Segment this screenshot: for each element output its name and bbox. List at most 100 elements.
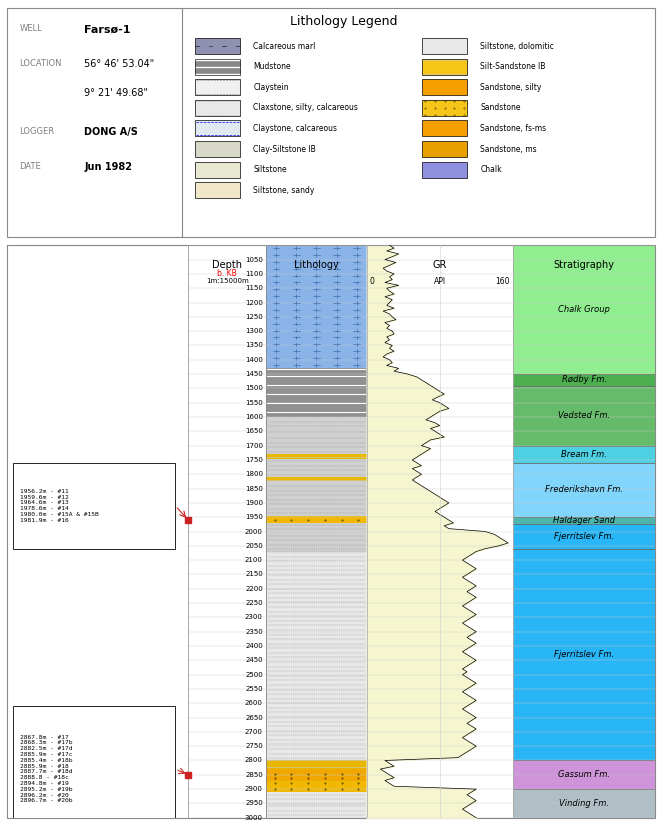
Text: 1600: 1600 (245, 414, 263, 420)
Bar (195, 162, 240, 178)
Bar (266, 761, 367, 769)
Bar (13, 463, 175, 548)
Text: LOGGER: LOGGER (20, 127, 55, 136)
Text: 2300: 2300 (245, 615, 263, 620)
Text: Haldager Sand: Haldager Sand (553, 516, 615, 525)
Text: GR: GR (432, 259, 447, 269)
Bar (266, 769, 367, 781)
Bar (266, 245, 367, 368)
Text: Fjerritslev Fm.: Fjerritslev Fm. (554, 532, 614, 541)
Bar (266, 781, 367, 792)
Text: Vinding Fm.: Vinding Fm. (559, 799, 609, 808)
Text: 1m:15000m: 1m:15000m (206, 278, 248, 284)
Text: 1450: 1450 (245, 371, 263, 377)
Text: 1650: 1650 (245, 429, 263, 434)
Text: 9° 21' 49.68": 9° 21' 49.68" (85, 88, 148, 98)
Bar (422, 59, 467, 74)
Text: 1850: 1850 (245, 486, 263, 491)
Text: 2900: 2900 (245, 786, 263, 792)
Bar (195, 38, 240, 54)
Text: Gassum Fm.: Gassum Fm. (558, 771, 610, 779)
Text: 1900: 1900 (245, 500, 263, 506)
Text: Stratigraphy: Stratigraphy (553, 259, 614, 269)
Text: WELL: WELL (20, 24, 42, 33)
Bar (512, 525, 655, 548)
Bar (422, 141, 467, 157)
Text: 2950: 2950 (245, 800, 263, 806)
Text: Claystone, calcareous: Claystone, calcareous (253, 124, 337, 133)
Text: Chalk: Chalk (480, 165, 502, 174)
Bar (195, 141, 240, 157)
Bar (188, 245, 266, 818)
Bar (266, 245, 367, 818)
Bar (512, 761, 655, 789)
Text: Siltstone, sandy: Siltstone, sandy (253, 186, 314, 195)
Text: 2400: 2400 (245, 643, 263, 649)
Text: 2250: 2250 (245, 600, 263, 606)
Text: LOCATION: LOCATION (20, 59, 62, 68)
Bar (512, 463, 655, 517)
Text: 1050: 1050 (245, 257, 263, 263)
Text: Calcareous marl: Calcareous marl (253, 41, 316, 50)
Bar (266, 482, 367, 515)
Text: Farsø-1: Farsø-1 (85, 24, 131, 35)
Bar (422, 79, 467, 95)
Text: Frederikshavn Fm.: Frederikshavn Fm. (545, 486, 623, 495)
Text: 1956.2m - #11
1959.6m - #12
1964.6m - #13
1978.6m - #14
1980.0m - #15A & #15B
19: 1956.2m - #11 1959.6m - #12 1964.6m - #1… (20, 489, 99, 523)
Bar (422, 38, 467, 54)
Text: 160: 160 (495, 277, 510, 286)
Text: 2200: 2200 (245, 586, 263, 591)
Text: Silt-Sandstone IB: Silt-Sandstone IB (480, 62, 545, 71)
Text: Siltstone: Siltstone (253, 165, 287, 174)
Bar (512, 245, 655, 374)
Text: Sandstone: Sandstone (480, 103, 521, 112)
Bar (195, 121, 240, 136)
Text: 2150: 2150 (245, 572, 263, 577)
Bar (266, 429, 367, 434)
Bar (195, 100, 240, 116)
Text: 2750: 2750 (245, 743, 263, 749)
Bar (422, 121, 467, 136)
Text: Siltstone, dolomitic: Siltstone, dolomitic (480, 41, 554, 50)
Text: Vedsted Fm.: Vedsted Fm. (558, 411, 610, 420)
Text: Fjerritslev Fm.: Fjerritslev Fm. (554, 650, 614, 659)
Text: 1250: 1250 (245, 314, 263, 320)
Text: Claystein: Claystein (253, 83, 289, 92)
Text: Lithology Legend: Lithology Legend (290, 15, 398, 28)
Text: Chalk Group: Chalk Group (558, 305, 610, 314)
Text: 1350: 1350 (245, 343, 263, 349)
Text: Sandstone, fs-ms: Sandstone, fs-ms (480, 124, 546, 133)
Text: DONG A/S: DONG A/S (85, 127, 138, 137)
Bar (512, 374, 655, 386)
Bar (266, 368, 367, 374)
Text: Sandstone, silty: Sandstone, silty (480, 83, 542, 92)
Bar (266, 806, 367, 818)
Text: Lithology: Lithology (294, 259, 339, 269)
Bar (512, 446, 655, 463)
Text: 1300: 1300 (245, 328, 263, 335)
Text: API: API (434, 277, 446, 286)
Bar (266, 523, 367, 531)
Text: 2500: 2500 (245, 672, 263, 677)
Text: 1800: 1800 (245, 472, 263, 477)
Text: b. KB: b. KB (217, 269, 237, 278)
Text: 2000: 2000 (245, 529, 263, 534)
Bar (195, 79, 240, 95)
Text: Claxstone, silty, calcareous: Claxstone, silty, calcareous (253, 103, 358, 112)
Text: 1100: 1100 (245, 271, 263, 277)
Bar (266, 792, 367, 806)
Text: 1400: 1400 (245, 357, 263, 363)
Bar (195, 183, 240, 198)
Bar (195, 59, 240, 74)
Text: Clay-Siltstone IB: Clay-Siltstone IB (253, 145, 316, 154)
Bar (512, 789, 655, 818)
Text: 56° 46' 53.04": 56° 46' 53.04" (85, 59, 155, 69)
Text: Depth: Depth (213, 259, 242, 269)
Bar (266, 417, 367, 429)
Text: 2800: 2800 (245, 757, 263, 763)
Text: Rødby Fm.: Rødby Fm. (561, 375, 606, 384)
Text: 2100: 2100 (245, 557, 263, 563)
Bar (266, 454, 367, 458)
Bar (266, 477, 367, 482)
Text: 1200: 1200 (245, 300, 263, 306)
